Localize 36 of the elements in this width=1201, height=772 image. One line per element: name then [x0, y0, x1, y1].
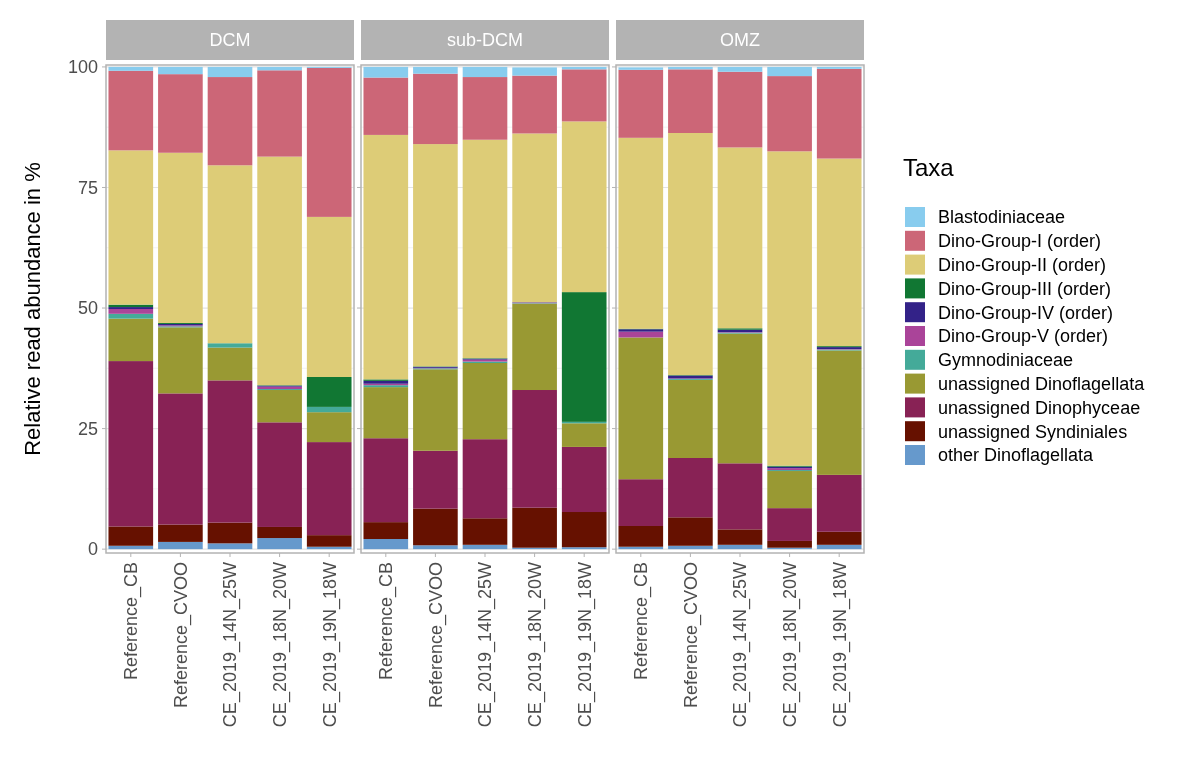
- y-tick-label: 25: [77, 418, 98, 439]
- y-tick-label: 50: [77, 298, 98, 319]
- legend-label: unassigned Dinoflagellata: [938, 373, 1146, 394]
- legend-label: Dino-Group-III (order): [938, 278, 1112, 299]
- legend-label: Dino-Group-V (order): [938, 326, 1109, 347]
- legend-label: Dino-Group-I (order): [938, 231, 1102, 252]
- legend-label: unassigned Dinophyceae: [938, 397, 1141, 418]
- x-tick-label: CE_2019_18N_20W: [269, 562, 291, 728]
- x-tick-label: CE_2019_19N_18W: [319, 562, 341, 728]
- legend-label: Gymnodiniaceae: [938, 350, 1074, 371]
- x-tick-label: CE_2019_19N_18W: [829, 562, 851, 728]
- x-tick-label: CE_2019_18N_20W: [524, 562, 546, 728]
- x-tick-label: Reference_CVOO: [680, 562, 702, 709]
- x-tick-label: Reference_CB: [631, 562, 653, 681]
- x-tick-label: Reference_CB: [376, 562, 398, 681]
- chart-title: OMZ: [720, 30, 760, 50]
- y-tick-label: 100: [67, 57, 98, 78]
- x-tick-label: CE_2019_14N_25W: [220, 562, 242, 728]
- legend-label: Dino-Group-IV (order): [938, 302, 1114, 323]
- legend-title: Taxa: [903, 154, 955, 181]
- x-tick-label: CE_2019_18N_20W: [779, 562, 801, 728]
- legend-label: unassigned Syndiniales: [938, 421, 1128, 442]
- chart-title: DCM: [209, 30, 251, 50]
- legend-label: other Dinoflagellata: [938, 445, 1095, 466]
- x-tick-label: CE_2019_19N_18W: [574, 562, 596, 728]
- legend-label: Blastodiniaceae: [938, 207, 1066, 228]
- x-tick-label: CE_2019_14N_25W: [475, 562, 497, 728]
- x-tick-label: Reference_CB: [121, 562, 143, 681]
- y-tick-label: 75: [77, 177, 98, 198]
- x-tick-label: Reference_CVOO: [170, 562, 192, 709]
- legend-label: Dino-Group-II (order): [938, 254, 1107, 275]
- y-axis-title: Relative read abundance in %: [20, 162, 45, 456]
- chart-title: sub-DCM: [446, 30, 524, 50]
- x-tick-label: Reference_CVOO: [425, 562, 447, 709]
- x-tick-label: CE_2019_14N_25W: [730, 562, 752, 728]
- y-tick-label: 0: [87, 539, 98, 560]
